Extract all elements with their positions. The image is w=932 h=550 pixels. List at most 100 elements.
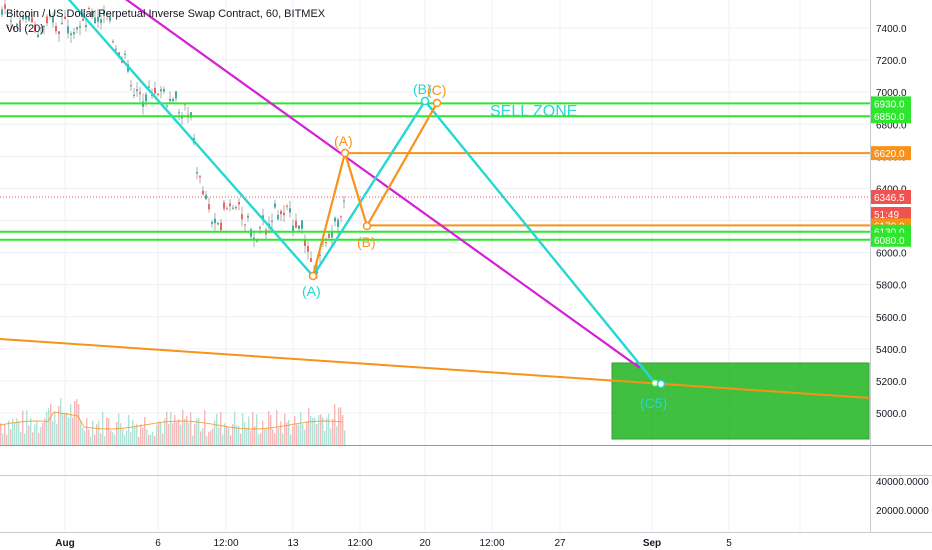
volume-bar — [260, 433, 262, 445]
candle-body — [133, 94, 135, 96]
volume-bar — [298, 424, 300, 445]
volume-bar — [314, 417, 316, 445]
volume-bar — [106, 417, 108, 445]
candle-body — [343, 200, 345, 202]
volume-bar — [336, 426, 338, 445]
volume-bar — [284, 413, 286, 445]
time-tick-label: 5 — [726, 538, 732, 549]
volume-bar — [144, 416, 146, 445]
volume-bar — [170, 412, 172, 445]
candle-body — [271, 220, 273, 222]
price-tick-label: 7400.0 — [876, 24, 907, 35]
volume-bar — [86, 417, 88, 445]
volume-bar — [286, 422, 288, 445]
volume-bar — [92, 420, 94, 445]
volume-bar — [8, 420, 10, 445]
volume-indicator-label[interactable]: Vol (20) — [6, 23, 44, 35]
volume-bar — [216, 413, 218, 445]
volume-bar — [148, 434, 150, 445]
wave-point — [420, 96, 430, 106]
price-tick-label: 5800.0 — [876, 281, 907, 292]
volume-bar — [302, 424, 304, 445]
time-tick-label: 6 — [155, 538, 161, 549]
volume-bar — [334, 404, 336, 445]
time-tick-label: 27 — [554, 538, 566, 549]
volume-bar — [98, 420, 100, 445]
candle-body — [178, 112, 180, 114]
candle-body — [76, 27, 78, 30]
volume-bar — [306, 421, 308, 445]
price-tag-label: 6930.0 — [874, 99, 905, 110]
wave-label-c5: (C5) — [640, 395, 667, 411]
volume-bar — [282, 433, 284, 445]
volume-bar — [258, 434, 260, 445]
candle-body — [139, 92, 141, 94]
candle-body — [34, 24, 36, 32]
volume-tick-label: 20000.0000 — [876, 506, 929, 517]
volume-bar — [262, 420, 264, 445]
volume-bar — [16, 418, 18, 445]
volume-bar — [312, 418, 314, 445]
candle-body — [340, 215, 342, 217]
volume-bar — [150, 434, 152, 445]
volume-bar — [40, 427, 42, 445]
volume-bar — [70, 404, 72, 445]
candle-body — [157, 93, 159, 95]
price-tag-label: 6850.0 — [874, 112, 905, 123]
candle-body — [274, 203, 276, 208]
wave-point — [362, 221, 372, 231]
volume-bar — [294, 415, 296, 445]
candle-body — [61, 23, 63, 25]
volume-bar — [202, 428, 204, 445]
candle-body — [73, 32, 75, 35]
candle-body — [190, 112, 192, 118]
volume-bar — [66, 412, 68, 445]
volume-bar — [104, 436, 106, 445]
time-tick-label: 12:00 — [347, 538, 372, 549]
volume-bar — [308, 408, 310, 445]
volume-bar — [264, 429, 266, 445]
candle-body — [85, 25, 87, 28]
price-tag-label: 51:49 — [874, 210, 899, 221]
volume-bar — [124, 435, 126, 445]
candle-body — [220, 222, 222, 231]
candle-body — [169, 98, 171, 102]
candle-body — [109, 17, 111, 21]
volume-bar — [14, 423, 16, 445]
volume-bar — [94, 434, 96, 445]
price-tag-bg — [871, 189, 911, 204]
volume-bar — [52, 421, 54, 445]
candle-body — [307, 246, 309, 252]
magenta-trendline — [125, 0, 641, 369]
volume-bar — [342, 415, 344, 445]
candle-body — [337, 219, 339, 227]
volume-bar — [244, 421, 246, 445]
candle-body — [328, 233, 330, 238]
volume-bar — [152, 431, 154, 445]
volume-bar — [212, 428, 214, 445]
volume-bar — [168, 424, 170, 445]
volume-bar — [88, 429, 90, 445]
candle-body — [232, 207, 234, 209]
candle-body — [283, 212, 285, 216]
volume-bar — [300, 412, 302, 445]
orange-wave-path — [311, 102, 438, 277]
volume-bar — [232, 424, 234, 445]
candle-body — [58, 31, 60, 35]
orange-trendline — [0, 338, 871, 399]
volume-tick-label: 40000.0000 — [876, 477, 929, 488]
volume-bar — [156, 424, 158, 445]
volume-bar — [326, 418, 328, 445]
volume-bar — [90, 436, 92, 445]
candle-body — [115, 48, 117, 50]
volume-bar — [226, 425, 228, 445]
volume-bar — [254, 426, 256, 445]
candle-body — [148, 86, 150, 88]
volume-bar — [30, 418, 32, 445]
volume-bar — [28, 425, 30, 445]
volume-bar — [146, 429, 148, 445]
price-tag-label: 6080.0 — [874, 236, 905, 247]
symbol-title[interactable]: Bitcoin / US Dollar Perpetual Inverse Sw… — [6, 8, 326, 20]
